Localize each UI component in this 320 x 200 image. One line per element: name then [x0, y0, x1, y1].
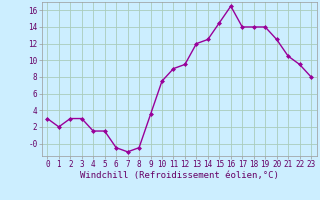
- X-axis label: Windchill (Refroidissement éolien,°C): Windchill (Refroidissement éolien,°C): [80, 171, 279, 180]
